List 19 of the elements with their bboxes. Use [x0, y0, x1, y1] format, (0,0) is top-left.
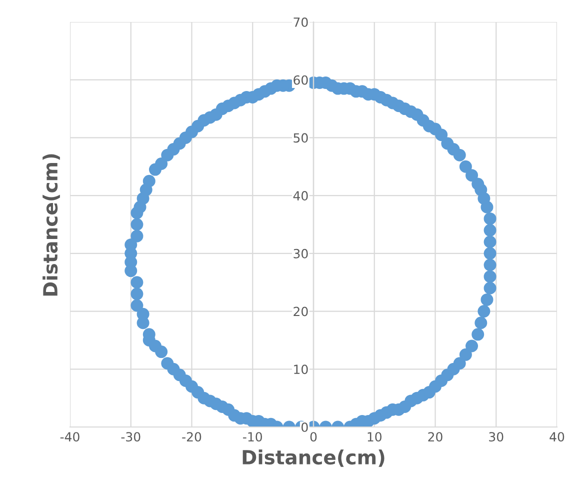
y-tick-label: 0 — [302, 422, 308, 432]
x-tick-label: -10 — [243, 432, 262, 442]
y-tick-label: 50 — [294, 133, 308, 143]
y-axis-title: Distance(cm) — [42, 154, 60, 296]
y-tick-label: 30 — [294, 248, 308, 258]
y-tick-label: 60 — [294, 75, 308, 85]
x-tick-label: 30 — [489, 432, 504, 442]
y-tick-label: 10 — [294, 364, 308, 374]
x-tick-label: -20 — [182, 432, 202, 442]
y-tick-label: 70 — [294, 17, 308, 27]
x-tick-label: 40 — [550, 432, 564, 442]
x-tick-label: -30 — [121, 432, 140, 442]
x-tick-label: 0 — [310, 432, 317, 442]
y-tick-label: 20 — [294, 306, 308, 316]
x-tick-label: 10 — [368, 432, 382, 442]
x-tick-label: -40 — [60, 432, 80, 442]
x-axis-title: Distance(cm) — [242, 450, 384, 467]
x-tick-label: 20 — [428, 432, 442, 442]
y-tick-label: 40 — [293, 191, 308, 200]
